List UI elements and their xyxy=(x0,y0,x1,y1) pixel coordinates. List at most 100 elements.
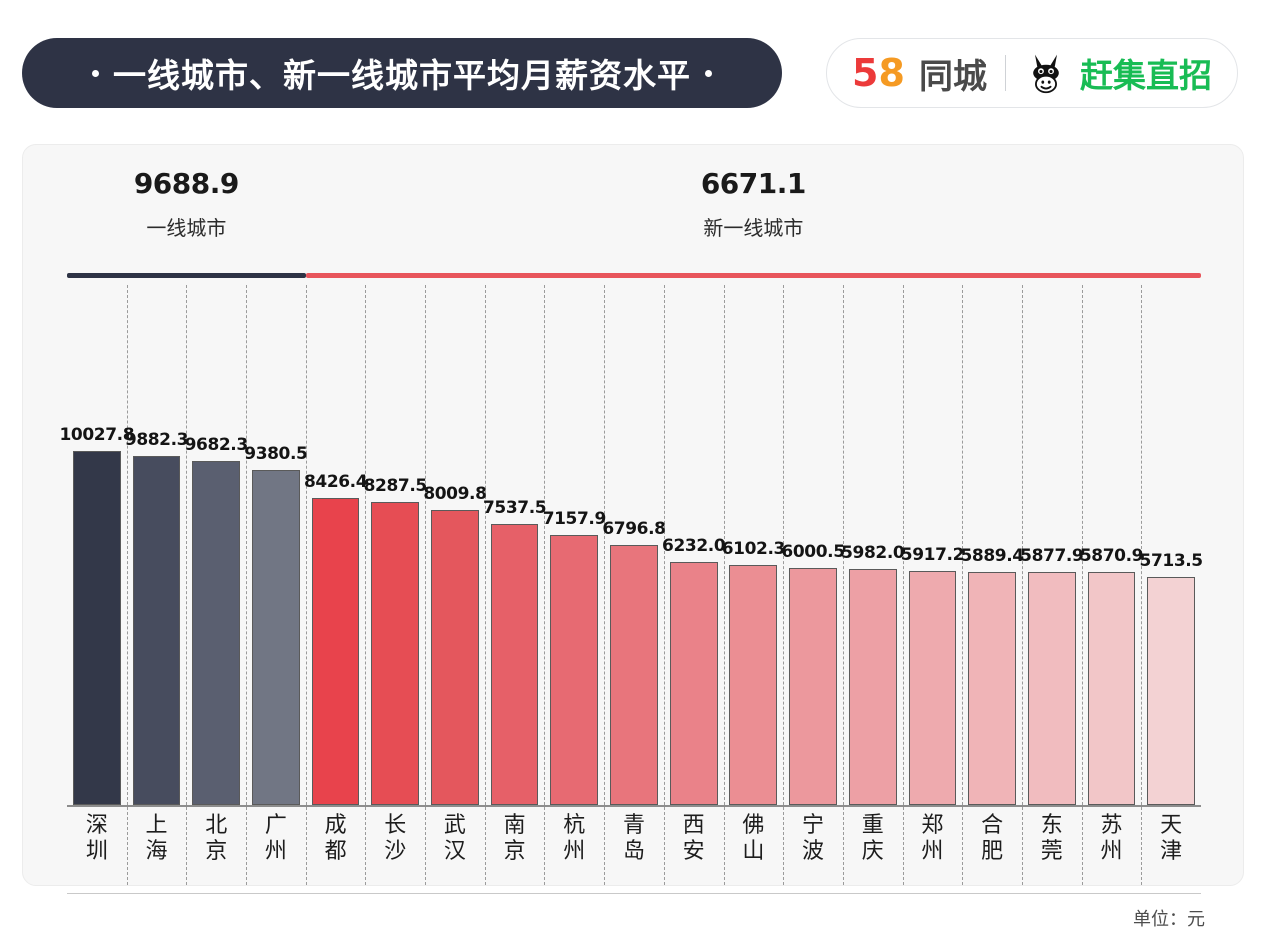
bar-column[interactable]: 6000.5 xyxy=(781,285,845,805)
city-label-char: 佛 xyxy=(742,813,765,838)
city-label-char: 州 xyxy=(264,839,287,864)
bar[interactable] xyxy=(729,565,778,805)
page-title: 一线城市、新一线城市平均月薪资水平 xyxy=(113,56,691,95)
city-label-char: 广 xyxy=(264,813,287,838)
bar-value-label: 5870.9 xyxy=(1079,546,1144,567)
bar[interactable] xyxy=(669,561,718,805)
bar-column[interactable]: 10027.8 xyxy=(59,285,135,805)
bar[interactable] xyxy=(789,568,837,805)
city-label-char: 苏 xyxy=(1100,813,1123,838)
city-label: 广州 xyxy=(246,813,306,865)
city-label: 长沙 xyxy=(365,813,425,865)
bar-column[interactable]: 7537.5 xyxy=(483,285,547,805)
bar[interactable] xyxy=(192,461,241,805)
bar[interactable] xyxy=(1087,572,1136,805)
bar-value-label: 9882.3 xyxy=(124,429,189,450)
bar[interactable] xyxy=(132,455,181,805)
bar-value-label: 7157.9 xyxy=(542,508,607,529)
label-column-divider xyxy=(604,807,606,885)
bar[interactable] xyxy=(311,497,360,805)
bar[interactable] xyxy=(371,501,420,805)
city-label-char: 青 xyxy=(622,813,645,838)
bar-column[interactable]: 9380.5 xyxy=(244,285,308,805)
bar[interactable] xyxy=(610,545,658,805)
bar-column[interactable]: 8009.8 xyxy=(423,285,487,805)
bar[interactable] xyxy=(252,470,300,805)
city-label-char: 肥 xyxy=(981,839,1004,864)
bar-column[interactable]: 8287.5 xyxy=(364,285,427,805)
bar-value-label: 5713.5 xyxy=(1139,550,1204,571)
city-label-char: 汉 xyxy=(443,839,466,864)
bullet-dot-left-icon xyxy=(92,69,99,77)
group-average-value: 9688.9 xyxy=(133,167,240,200)
bar[interactable] xyxy=(431,510,479,805)
city-label-char: 深 xyxy=(85,813,108,838)
group-headers: 9688.9 一线城市 6671.1 新一线城市 xyxy=(67,167,1201,265)
logo-digit-5: 5 xyxy=(852,51,879,95)
bar-value-label: 8426.4 xyxy=(303,471,368,492)
bar-column[interactable]: 8426.4 xyxy=(304,285,368,805)
bar-column[interactable]: 5870.9 xyxy=(1080,285,1143,805)
title-pill: 一线城市、新一线城市平均月薪资水平 xyxy=(22,38,782,108)
bar-column[interactable]: 6796.8 xyxy=(602,285,666,805)
city-label: 北京 xyxy=(186,813,246,865)
bar[interactable] xyxy=(968,571,1016,805)
bar-value-label: 6000.5 xyxy=(781,542,845,563)
bar-column[interactable]: 5982.0 xyxy=(841,285,905,805)
label-column-divider xyxy=(186,807,188,885)
city-label-char: 宁 xyxy=(802,813,825,838)
bar-column[interactable]: 5889.4 xyxy=(960,285,1024,805)
bar-value-label: 10027.8 xyxy=(59,425,135,446)
city-label-char: 岛 xyxy=(622,839,645,864)
bar[interactable] xyxy=(550,534,599,805)
city-label: 深圳 xyxy=(67,813,127,865)
bar-column[interactable]: 6232.0 xyxy=(662,285,726,805)
city-label-char: 京 xyxy=(205,839,228,864)
group-rule-segment xyxy=(305,273,1201,278)
city-label: 杭州 xyxy=(544,813,604,865)
bar-column[interactable]: 5917.2 xyxy=(901,285,964,805)
group-header: 9688.9 一线城市 xyxy=(67,167,306,241)
city-label: 青岛 xyxy=(604,813,664,865)
bar-column[interactable]: 5877.9 xyxy=(1020,285,1084,805)
group-name-label: 一线城市 xyxy=(146,216,227,240)
city-label-char: 东 xyxy=(1040,813,1063,838)
city-label-char: 莞 xyxy=(1040,839,1063,864)
bullet-dot-right-icon xyxy=(705,69,712,77)
bar[interactable] xyxy=(848,568,897,805)
city-label-char: 长 xyxy=(384,813,407,838)
label-column-divider xyxy=(1021,807,1023,885)
bar-column[interactable]: 9882.3 xyxy=(125,285,189,805)
city-label-char: 天 xyxy=(1160,813,1183,838)
bar[interactable] xyxy=(908,570,957,805)
city-label: 上海 xyxy=(127,813,187,865)
city-label: 天津 xyxy=(1141,813,1201,865)
bar-value-label: 5877.9 xyxy=(1020,545,1084,566)
city-label-char: 山 xyxy=(742,839,765,864)
bar[interactable] xyxy=(1027,571,1076,805)
label-column-divider xyxy=(484,807,486,885)
label-column-divider xyxy=(246,807,248,885)
city-label-char: 圳 xyxy=(85,839,108,864)
bar[interactable] xyxy=(1147,576,1196,805)
bar-column[interactable]: 5713.5 xyxy=(1140,285,1203,805)
label-column-divider xyxy=(663,807,665,885)
group-name-label: 新一线城市 xyxy=(703,216,804,240)
label-column-divider xyxy=(962,807,964,885)
bar[interactable] xyxy=(490,523,539,805)
bar-column[interactable]: 6102.3 xyxy=(722,285,785,805)
city-label: 南京 xyxy=(485,813,545,865)
label-column-divider xyxy=(1081,807,1083,885)
group-rule xyxy=(67,273,1201,278)
bar-series: 10027.8 9882.3 9682.3 9380.5 8426.4 8287.5 800… xyxy=(59,285,1203,805)
label-column-divider xyxy=(783,807,785,885)
city-label-char: 州 xyxy=(921,839,944,864)
bar-value-label: 5917.2 xyxy=(900,544,965,565)
chart-card: 9688.9 一线城市 6671.1 新一线城市 10027.8 9882.3 9682.… xyxy=(22,144,1244,930)
bar-column[interactable]: 7157.9 xyxy=(543,285,606,805)
bar[interactable] xyxy=(72,451,121,805)
bar-column[interactable]: 9682.3 xyxy=(185,285,248,805)
city-label: 佛山 xyxy=(724,813,784,865)
group-header: 6671.1 新一线城市 xyxy=(306,167,1201,241)
